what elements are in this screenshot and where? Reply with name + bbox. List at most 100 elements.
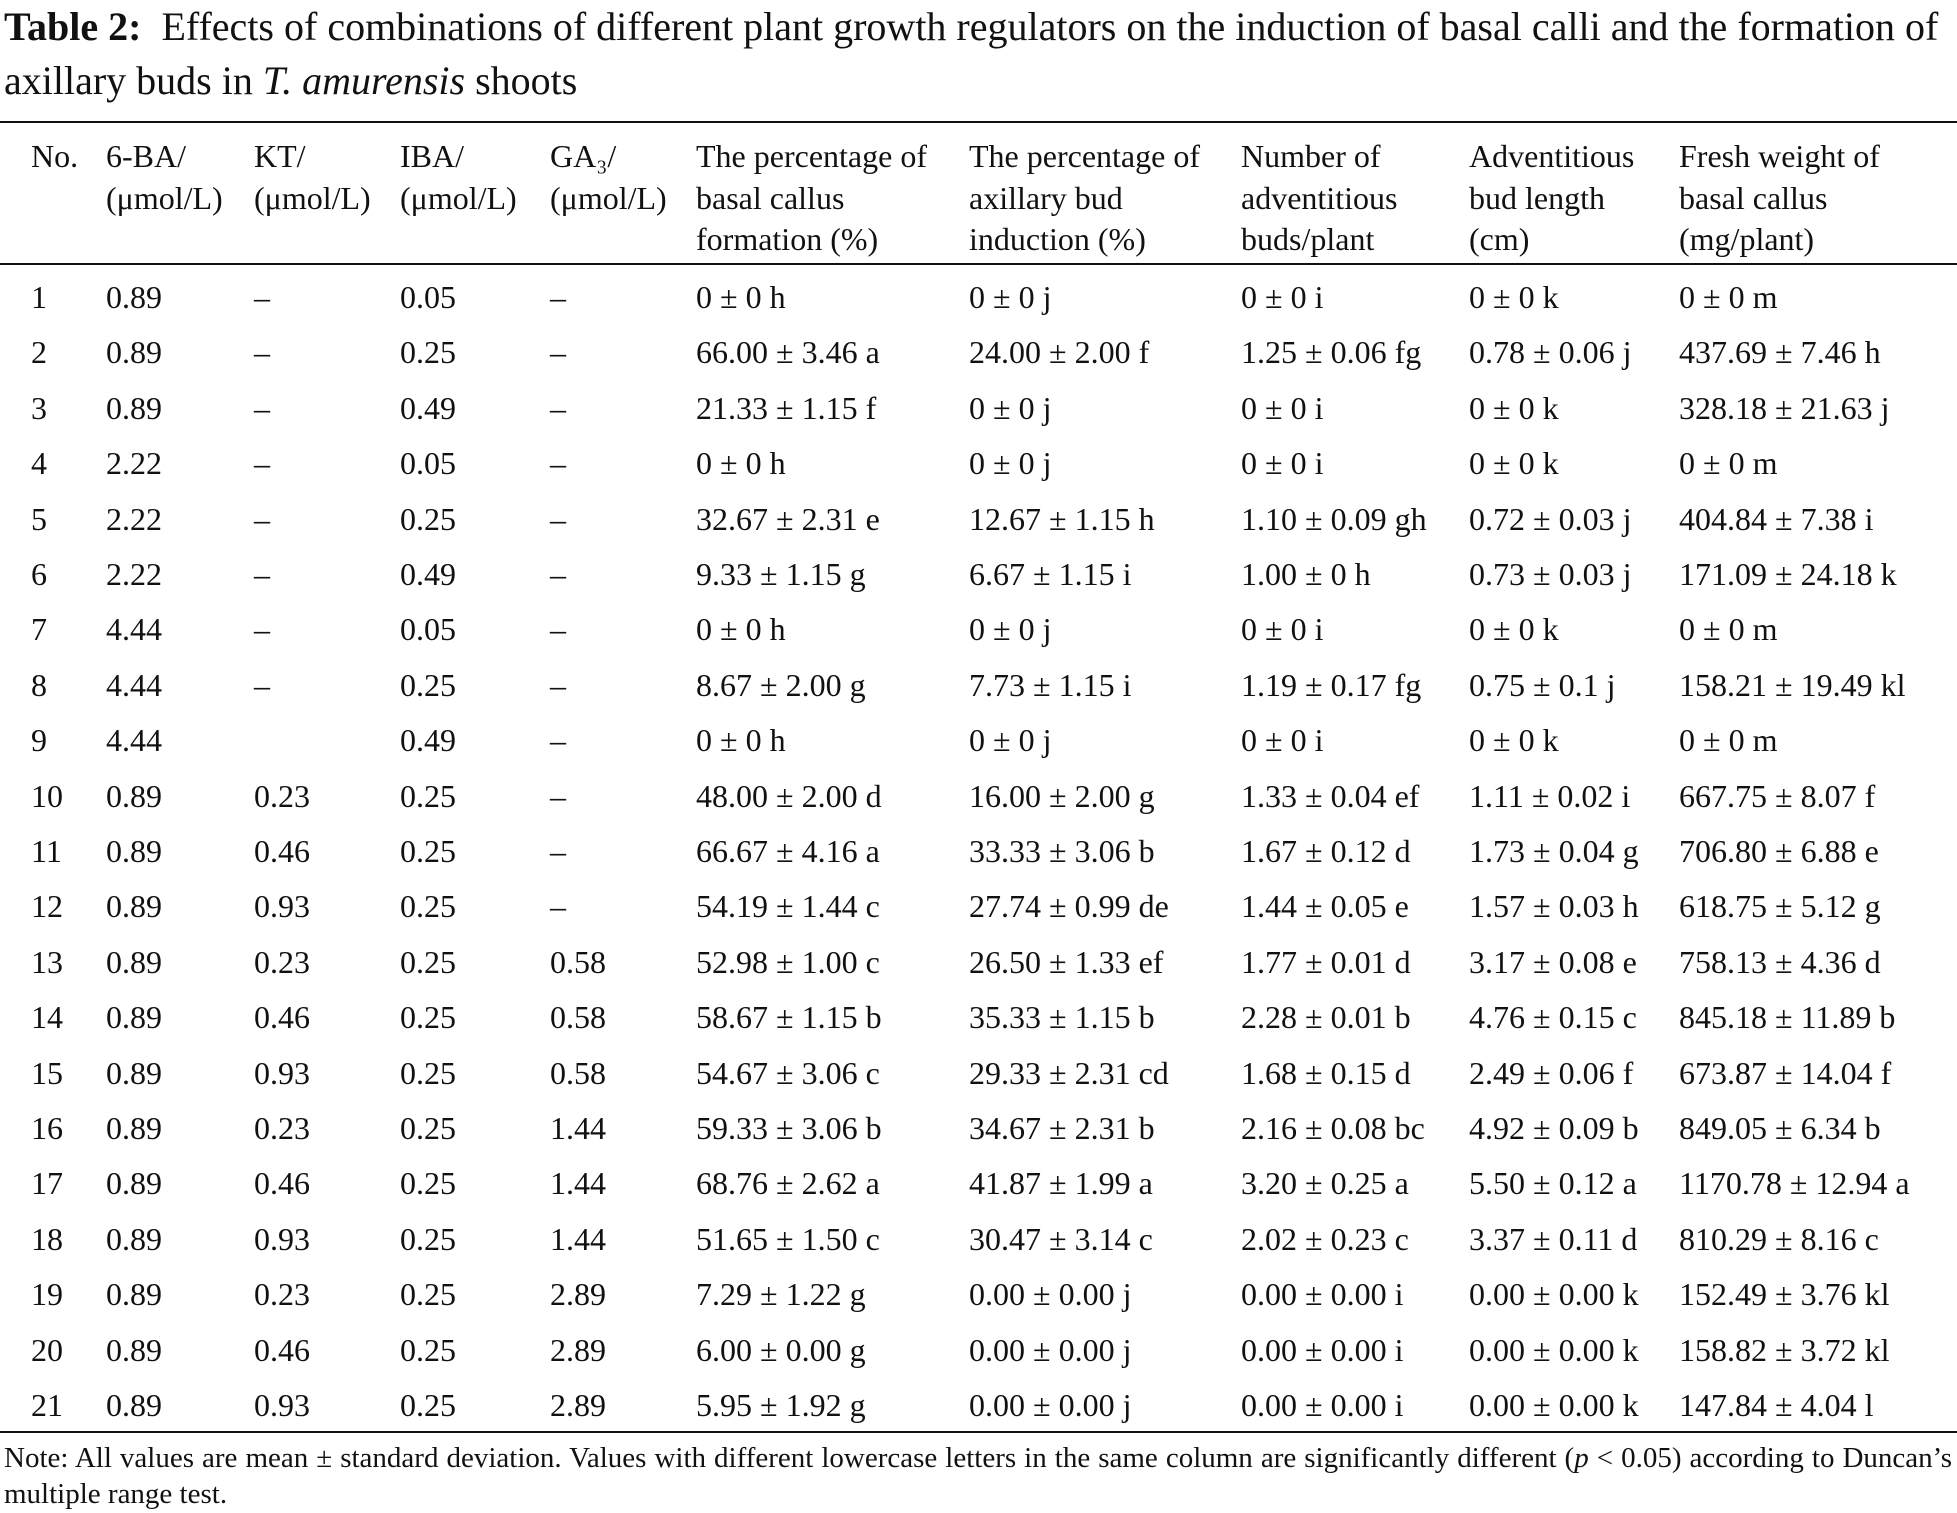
table-cell: 0.25	[400, 888, 456, 925]
table-cell: 0 ± 0 h	[696, 722, 786, 759]
table-cell: 12	[31, 888, 63, 925]
table-cell: 0.49	[400, 389, 456, 426]
caption-text-end: shoots	[465, 58, 578, 103]
table-cell: 0.89	[106, 1220, 162, 1257]
table-cell: 21	[31, 1387, 63, 1423]
table-cell: 0.93	[254, 1220, 310, 1257]
table-cell: 706.80 ± 6.88 e	[1679, 833, 1879, 869]
caption-text: Effects of combinations of different pla…	[4, 4, 1939, 103]
table-cell: 24.00 ± 2.00 f	[969, 334, 1150, 371]
header-rule	[0, 263, 1957, 265]
table-cell: 9.33 ± 1.15 g	[696, 556, 866, 592]
table-cell: 54.19 ± 1.44 c	[696, 888, 880, 925]
table-cell: 0.00 ± 0.00 j	[969, 1387, 1132, 1423]
table-cell: 0.05	[400, 611, 456, 648]
table-cell: 0 ± 0 j	[969, 279, 1052, 315]
table-cell: –	[550, 833, 566, 869]
table-cell: 21.33 ± 1.15 f	[696, 389, 877, 426]
table-cell: 0.89	[106, 1387, 162, 1423]
table-cell: 2.49 ± 0.06 f	[1469, 1054, 1634, 1091]
table-cell: 0.78 ± 0.06 j	[1469, 334, 1632, 371]
table-cell: 0.58	[550, 999, 606, 1036]
table-cell: –	[550, 389, 566, 426]
table-cell: 0 ± 0 h	[696, 611, 786, 648]
header-cell: basal callus	[1679, 179, 1828, 216]
table-cell: 0.23	[254, 943, 310, 980]
table-cell: 0.89	[106, 1054, 162, 1091]
table-cell: 0 ± 0 j	[969, 445, 1052, 482]
table-cell: 437.69 ± 7.46 h	[1679, 334, 1881, 371]
table-cell: –	[550, 722, 566, 759]
table-cell: 1.44	[550, 1220, 606, 1257]
table-note: Note: All values are mean ± standard dev…	[4, 1440, 1952, 1512]
table-cell: 0 ± 0 j	[969, 722, 1052, 759]
table-cell: 2.28 ± 0.01 b	[1241, 999, 1411, 1036]
header-cell: The percentage of	[696, 138, 927, 174]
table-cell: 158.82 ± 3.72 kl	[1679, 1331, 1890, 1368]
table-cell: 328.18 ± 21.63 j	[1679, 389, 1890, 426]
table-cell: 0 ± 0 j	[969, 611, 1052, 648]
table-cell: 0.25	[400, 500, 456, 537]
table-cell: 0.05	[400, 445, 456, 482]
table-cell: 20	[31, 1331, 63, 1368]
table-cell: 2	[31, 334, 47, 371]
table-cell: 34.67 ± 2.31 b	[969, 1110, 1155, 1146]
table-cell: 0.46	[254, 999, 310, 1036]
table-cell: 32.67 ± 2.31 e	[696, 500, 880, 537]
table-cell: 0.00 ± 0.00 j	[969, 1331, 1132, 1368]
table-cell: 59.33 ± 3.06 b	[696, 1110, 882, 1146]
table-cell: 14	[31, 999, 63, 1036]
table-cell: 54.67 ± 3.06 c	[696, 1054, 880, 1091]
header-cell: The percentage of	[969, 138, 1200, 174]
header-cell: formation (%)	[696, 221, 879, 257]
caption-species: T. amurensis	[262, 58, 466, 103]
table-cell: 5	[31, 500, 47, 537]
header-cell: GA₃/	[550, 138, 617, 174]
table-cell: 33.33 ± 3.06 b	[969, 833, 1155, 869]
header-cell: 6-BA/	[106, 138, 186, 174]
table-cell: 0.05	[400, 279, 456, 315]
table-cell: 0.25	[400, 666, 456, 703]
table-cell: 0.93	[254, 888, 310, 925]
table-cell: 6.00 ± 0.00 g	[696, 1331, 866, 1368]
table-cell: 0 ± 0 i	[1241, 389, 1324, 426]
table-cell: 13	[31, 943, 63, 980]
table-cell: 171.09 ± 24.18 k	[1679, 556, 1897, 592]
table-cell: 0 ± 0 k	[1469, 389, 1559, 426]
table-cell: 3	[31, 389, 47, 426]
table-cell: 3.37 ± 0.11 d	[1469, 1220, 1638, 1257]
table-cell: 667.75 ± 8.07 f	[1679, 777, 1876, 814]
table-cell: 0 ± 0 h	[696, 445, 786, 482]
table-cell: 2.02 ± 0.23 c	[1241, 1220, 1409, 1257]
table-cell: 3.17 ± 0.08 e	[1469, 943, 1637, 980]
caption-label: Table 2:	[4, 4, 142, 49]
table-cell: 6	[31, 556, 47, 592]
table-cell: 158.21 ± 19.49 kl	[1679, 666, 1906, 703]
table-cell: 0 ± 0 h	[696, 279, 786, 315]
table-cell: 673.87 ± 14.04 f	[1679, 1054, 1892, 1091]
table-cell: 0.58	[550, 1054, 606, 1091]
header-cell: induction (%)	[969, 221, 1146, 257]
table-cell: 0 ± 0 m	[1679, 445, 1778, 482]
table-cell: 0.00 ± 0.00 i	[1241, 1331, 1404, 1368]
table-cell: 147.84 ± 4.04 l	[1679, 1387, 1874, 1423]
note-text-end: < 0.05) according to Duncan’s multiple r…	[4, 1442, 1952, 1510]
table-cell: 0.25	[400, 1331, 456, 1368]
table-cell: –	[550, 777, 566, 814]
header-cell: (mg/plant)	[1679, 221, 1815, 257]
header-cell: (μmol/L)	[400, 179, 517, 216]
table-cell: 2.22	[106, 445, 162, 482]
header-cell: IBA/	[400, 138, 464, 174]
table-cell: 8	[31, 666, 47, 703]
table-cell: 404.84 ± 7.38 i	[1679, 500, 1874, 537]
table-cell: –	[550, 556, 566, 592]
table-cell: 1.25 ± 0.06 fg	[1241, 334, 1422, 371]
table-cell: 0.25	[400, 1110, 456, 1146]
table-cell: 0.25	[400, 777, 456, 814]
table-cell: 0.25	[400, 999, 456, 1036]
table-cell: 0.89	[106, 1276, 162, 1313]
table-cell: 68.76 ± 2.62 a	[696, 1165, 880, 1202]
header-cell: (μmol/L)	[254, 179, 371, 216]
note-p: p	[1574, 1442, 1589, 1474]
table-cell: 15	[31, 1054, 63, 1091]
